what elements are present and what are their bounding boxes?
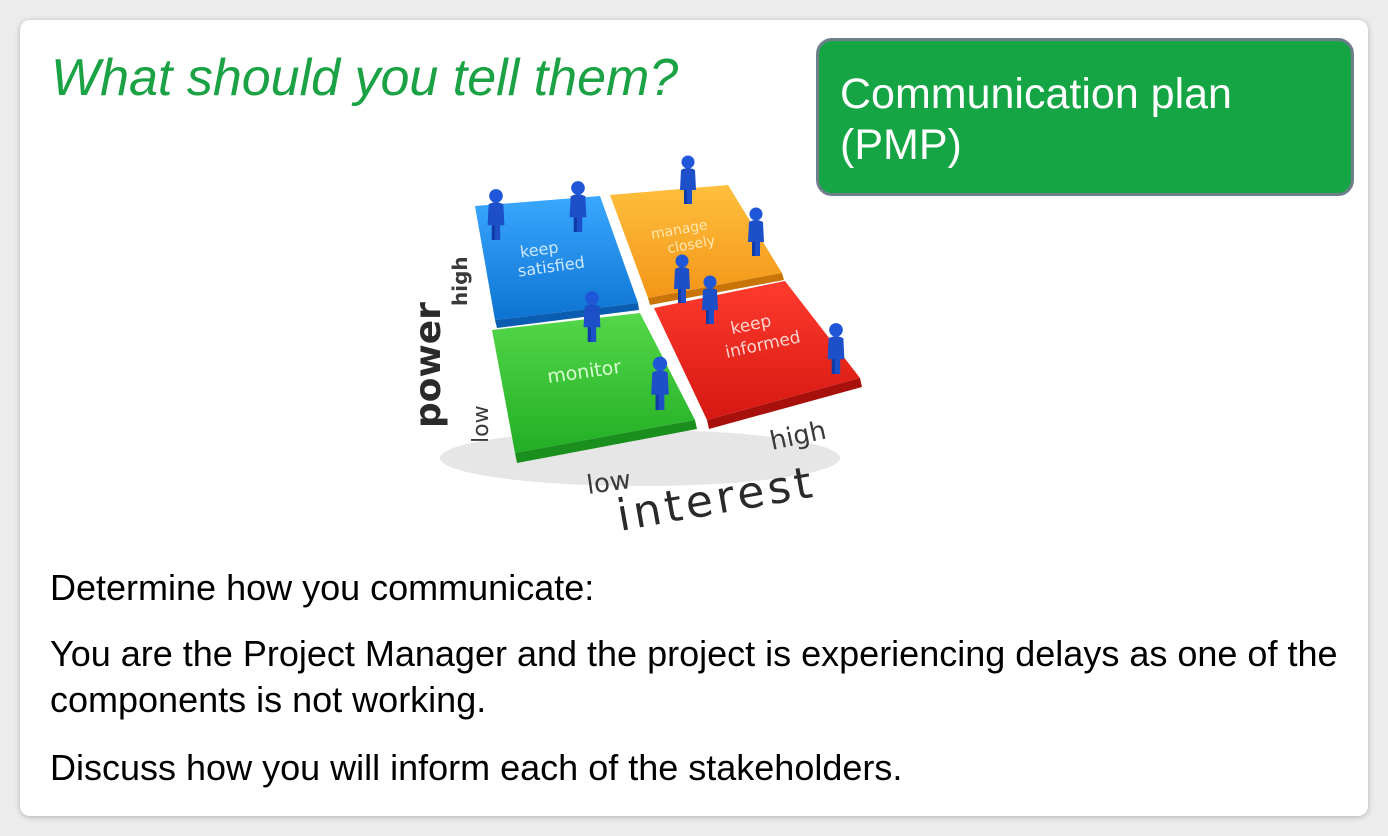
quadrant-monitor: monitor	[492, 313, 697, 463]
paragraph-scenario: You are the Project Manager and the proj…	[50, 633, 1338, 720]
paragraph-determine: Determine how you communicate:	[50, 567, 595, 608]
quadrant-keep-informed: keep informed	[654, 281, 862, 429]
callout-box: Communication plan (PMP)	[816, 38, 1354, 196]
slide-title: What should you tell them?	[51, 49, 679, 107]
x-axis-low-label: low	[585, 465, 633, 501]
callout-line-2: (PMP)	[840, 121, 962, 169]
callout-line-1: Communication plan	[840, 70, 1232, 118]
quadrant-keep-satisfied: keep satisfied	[475, 196, 639, 328]
y-axis-low-label: low	[469, 405, 494, 443]
stakeholder-matrix-image: keep satisfied manage closely monitor ke	[380, 138, 880, 538]
y-axis-high-label: high	[448, 256, 472, 306]
body-text: Determine how you communicate: You are t…	[50, 565, 1340, 813]
y-axis-title: power	[408, 302, 449, 428]
paragraph-discuss: Discuss how you will inform each of the …	[50, 747, 903, 788]
slide: What should you tell them? Communication…	[20, 20, 1368, 816]
